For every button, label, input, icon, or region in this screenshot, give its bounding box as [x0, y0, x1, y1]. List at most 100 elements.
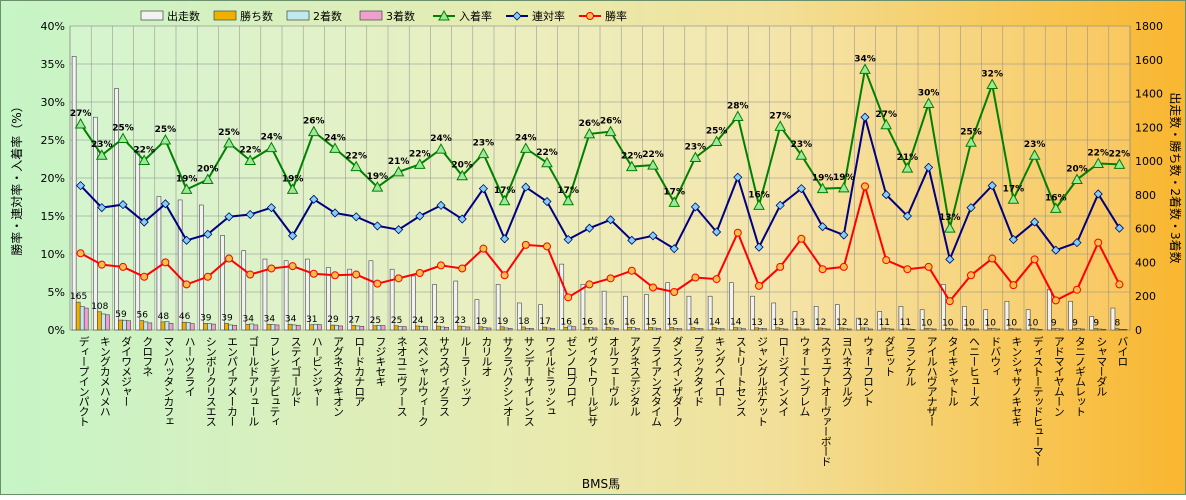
win-rate-point	[288, 262, 297, 271]
y-right-tick-label: 200	[1135, 290, 1156, 303]
place-rate-point	[456, 169, 469, 181]
place-rate-data-label: 23%	[91, 140, 113, 150]
y-left-tick-label: 30%	[41, 96, 65, 109]
wins-data-label: 27	[348, 315, 359, 325]
win-rate-point	[606, 274, 615, 283]
bar-wins	[902, 327, 908, 331]
x-tick-label: サンデーサイレンス	[522, 336, 535, 427]
bar-thirds	[147, 322, 153, 331]
quinella-rate-point	[712, 227, 722, 237]
bar-starts	[517, 302, 522, 331]
legend-label: 勝ち数	[240, 9, 273, 23]
x-tick-label: ネオユニヴァース	[395, 336, 408, 417]
place-rate-data-label: 24%	[515, 133, 537, 143]
place-rate-data-label: 22%	[345, 152, 367, 162]
wins-data-label: 17	[539, 317, 550, 327]
bar-wins	[224, 323, 229, 331]
wins-data-label: 48	[158, 312, 170, 322]
quinella-rate-point	[754, 242, 764, 252]
quinella-rate-point	[818, 222, 828, 232]
place-rate-point	[117, 132, 129, 143]
place-rate-data-label: 22%	[133, 146, 155, 156]
quinella-rate-point	[1030, 217, 1040, 227]
bar-wins	[1008, 328, 1014, 331]
bar-starts	[898, 306, 904, 331]
bar-wins	[1114, 328, 1120, 331]
wins-data-label: 15	[645, 317, 656, 327]
bar-thirds	[1059, 328, 1064, 331]
place-rate-point	[392, 165, 405, 177]
bar-thirds	[465, 326, 471, 331]
x-tick-label: ワイルドラッシュ	[544, 336, 557, 416]
quinella-rate-point	[966, 203, 976, 213]
place-rate-point	[816, 182, 829, 194]
x-tick-label: ステイゴールド	[289, 336, 302, 406]
place-rate-point	[901, 162, 914, 173]
legend-marker	[438, 9, 450, 21]
quinella-rate-point	[245, 209, 255, 220]
quinella-rate-point	[1072, 238, 1082, 248]
bar-thirds	[889, 328, 895, 331]
x-tick-label: アグネスデジタル	[628, 336, 641, 416]
bar-wins	[839, 327, 844, 331]
bar-seconds	[588, 327, 594, 331]
wins-data-label: 9	[1072, 318, 1078, 328]
bar-starts	[1089, 316, 1095, 331]
wins-data-label: 10	[1027, 318, 1039, 328]
y-right-tick-label: 1800	[1135, 20, 1163, 33]
quinella-rate-point	[902, 211, 912, 221]
bar-starts	[792, 311, 798, 331]
place-rate-data-label: 25%	[706, 127, 728, 137]
bar-wins	[1051, 328, 1056, 331]
wins-data-label: 13	[751, 318, 762, 328]
bar-wins	[796, 327, 802, 331]
quinella-rate-point	[945, 254, 955, 264]
win-rate-point	[776, 262, 785, 271]
x-tick-label: アドマイヤムーン	[1052, 336, 1065, 416]
place-rate-data-label: 26%	[303, 117, 325, 127]
win-rate-point	[712, 275, 721, 284]
bar-thirds	[1037, 329, 1043, 331]
quinella-rate-point	[775, 200, 785, 210]
x-tick-label: シャマーダル	[1095, 336, 1108, 396]
win-rate-point	[627, 266, 636, 275]
bar-seconds	[609, 327, 615, 331]
wins-data-label: 18	[518, 317, 530, 327]
place-rate-point	[286, 183, 299, 194]
bar-wins	[733, 327, 738, 331]
bar-seconds	[228, 324, 233, 331]
place-rate-data-label: 16%	[1045, 193, 1067, 203]
bar-starts	[962, 306, 967, 331]
place-rate-data-label: 17%	[1003, 184, 1025, 194]
bar-thirds	[529, 328, 534, 331]
bar-seconds	[694, 328, 700, 331]
place-rate-data-label: 17%	[663, 187, 685, 197]
bar-starts	[199, 204, 204, 331]
win-rate-point	[182, 280, 191, 289]
bar-thirds	[1016, 328, 1022, 331]
place-rate-data-label: 25%	[112, 123, 134, 133]
bar-wins	[1029, 328, 1035, 331]
win-rate-point	[967, 271, 975, 280]
quinella-rate-point	[733, 172, 743, 182]
x-axis-title: BMS馬	[582, 477, 620, 491]
y-right-tick-label: 1400	[1135, 88, 1163, 101]
bar-thirds	[401, 326, 407, 331]
bar-thirds	[1101, 329, 1107, 331]
win-rate-point	[331, 271, 339, 280]
wins-data-label: 24	[412, 316, 424, 326]
bar-seconds	[864, 327, 869, 331]
bar-wins	[542, 326, 547, 331]
place-rate-point	[1028, 149, 1041, 160]
y-left-tick-label: 40%	[41, 20, 65, 33]
place-rate-point	[498, 194, 511, 206]
wins-data-label: 10	[1006, 318, 1018, 328]
y-left-tick-label: 20%	[41, 172, 65, 185]
quinella-rate-point	[1114, 223, 1124, 233]
y-axis-right-title: 出走数・勝ち数・2着数・3着数	[1168, 92, 1183, 263]
place-rate-point	[74, 118, 87, 129]
place-rate-point	[541, 156, 553, 168]
legend-marker	[512, 11, 522, 21]
place-rate-data-label: 22%	[642, 150, 664, 160]
